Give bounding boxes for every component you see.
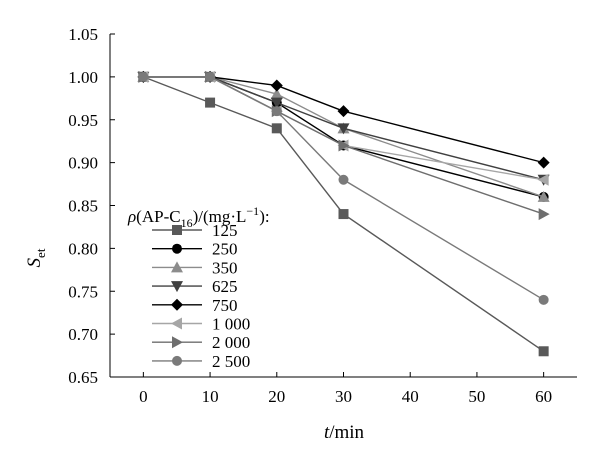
data-point bbox=[338, 139, 350, 152]
x-tick-label: 60 bbox=[535, 387, 552, 406]
data-point bbox=[205, 97, 216, 108]
data-point bbox=[270, 79, 283, 92]
axis-ticks: 0.65 0.70 0.75 0.80 0.85 0.90 0.95 1.00 1.05 0 10 2… bbox=[68, 25, 552, 406]
series-7 bbox=[138, 70, 550, 221]
legend-marker bbox=[171, 281, 183, 293]
data-point bbox=[537, 173, 549, 186]
legend-label: 625 bbox=[212, 277, 238, 296]
legend-marker bbox=[172, 243, 182, 254]
x-axis-label: t/min bbox=[324, 422, 365, 443]
data-point bbox=[537, 156, 550, 169]
legend-label: 2 500 bbox=[212, 352, 250, 371]
legend-item: 625 bbox=[152, 277, 238, 296]
legend-item: 2 000 bbox=[152, 333, 250, 352]
data-point bbox=[538, 294, 549, 305]
data-point bbox=[537, 190, 550, 202]
legend-item: 125 bbox=[152, 221, 238, 240]
x-tick-label: 50 bbox=[468, 387, 485, 406]
y-tick-label: 0.90 bbox=[68, 154, 98, 173]
series-4 bbox=[137, 71, 550, 186]
series-5 bbox=[137, 70, 550, 169]
data-point bbox=[271, 106, 282, 117]
data-point bbox=[338, 174, 349, 185]
data-point bbox=[338, 209, 349, 220]
legend-label: 2 000 bbox=[212, 333, 250, 352]
legend-label: 1 000 bbox=[212, 315, 250, 334]
legend-item: 2 500 bbox=[152, 352, 250, 371]
series-8 bbox=[138, 71, 549, 305]
legend-title: ρ(AP-C16)/(mg·L−1): bbox=[127, 204, 270, 230]
legend-marker bbox=[172, 355, 182, 366]
x-tick-label: 20 bbox=[268, 387, 285, 406]
x-tick-label: 0 bbox=[139, 387, 148, 406]
data-point bbox=[270, 88, 283, 100]
y-tick-label: 0.75 bbox=[68, 282, 98, 301]
data-point bbox=[270, 97, 283, 109]
legend-item: 350 bbox=[152, 258, 238, 277]
data-point bbox=[337, 105, 350, 118]
x-tick-label: 30 bbox=[335, 387, 352, 406]
legend-label: 750 bbox=[212, 296, 238, 315]
series-layer bbox=[137, 70, 550, 357]
y-tick-label: 1.05 bbox=[68, 25, 98, 44]
x-tick-label: 40 bbox=[402, 387, 419, 406]
data-point bbox=[205, 71, 216, 82]
x-tick-label: 10 bbox=[202, 387, 219, 406]
data-point bbox=[337, 123, 350, 135]
legend-marker bbox=[172, 225, 182, 235]
data-point bbox=[538, 208, 550, 221]
legend-label: 350 bbox=[212, 258, 238, 277]
y-tick-label: 1.00 bbox=[68, 68, 98, 87]
legend-marker bbox=[171, 298, 183, 311]
legend-item: 1 000 bbox=[152, 315, 250, 334]
legend-item: 750 bbox=[152, 296, 238, 315]
data-point bbox=[271, 123, 282, 134]
legend-item: 250 bbox=[152, 240, 238, 259]
legend-label: 250 bbox=[212, 240, 238, 259]
y-tick-label: 0.95 bbox=[68, 111, 98, 130]
legend-marker bbox=[171, 317, 182, 330]
y-tick-label: 0.85 bbox=[68, 197, 98, 216]
data-point bbox=[538, 346, 549, 357]
y-tick-label: 0.80 bbox=[68, 239, 98, 258]
y-tick-label: 0.65 bbox=[68, 368, 98, 387]
legend-marker bbox=[171, 261, 183, 273]
legend-marker bbox=[172, 336, 183, 349]
y-tick-label: 0.70 bbox=[68, 325, 98, 344]
y-axis-label: Set bbox=[24, 248, 48, 267]
data-point bbox=[138, 71, 149, 82]
legend-label: 125 bbox=[212, 221, 238, 240]
